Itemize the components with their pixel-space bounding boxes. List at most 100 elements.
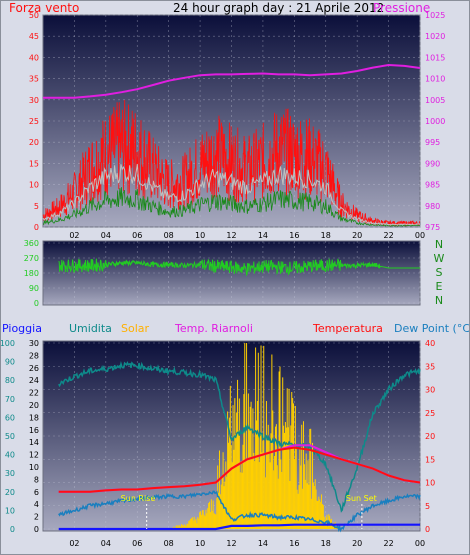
compass-label: N xyxy=(435,238,443,251)
temperature-tick-label: 15 xyxy=(425,455,435,464)
humidity-axis-title: Umidita xyxy=(69,322,112,335)
rain-tick-label: 26 xyxy=(29,364,39,373)
humidity-tick-label: 80 xyxy=(5,376,15,385)
x-tick-label: 04 xyxy=(101,231,111,240)
rain-tick-label: 0 xyxy=(34,525,39,534)
sun-rise-label: Sun Rise xyxy=(121,494,156,503)
pressure-tick-label: 1025 xyxy=(425,11,445,20)
pressure-tick-label: 980 xyxy=(425,202,440,211)
direction-tick-label: 360 xyxy=(24,239,39,248)
felt-temp-axis-title: Temp. Riarnoli xyxy=(174,322,253,335)
rain-tick-label: 28 xyxy=(29,351,39,360)
rain-axis-title: Pioggia xyxy=(2,322,42,335)
x-tick-label: 12 xyxy=(226,231,236,240)
compass-label: N xyxy=(435,294,443,307)
chart-title: 24 hour graph day : 21 Aprile 2012 xyxy=(173,1,384,15)
wind-tick-label: 10 xyxy=(29,181,39,190)
pressure-tick-label: 985 xyxy=(425,181,440,190)
temperature-tick-label: 30 xyxy=(425,386,435,395)
x-tick-label: 12 xyxy=(226,539,236,548)
dew-point-axis-title: Dew Point (°C) xyxy=(394,322,469,335)
x-tick-label: 10 xyxy=(195,231,205,240)
rain-series xyxy=(58,523,420,531)
humidity-series xyxy=(58,360,421,513)
x-tick-label: 02 xyxy=(69,231,79,240)
wind-direction-series xyxy=(58,257,420,277)
x-tick-label: 22 xyxy=(383,231,393,240)
compass-label: W xyxy=(434,252,445,265)
rain-tick-label: 2 xyxy=(34,513,39,522)
compass-label: S xyxy=(436,266,443,279)
direction-tick-label: 270 xyxy=(24,254,39,263)
wind-gust-series xyxy=(42,187,421,227)
rain-tick-label: 4 xyxy=(34,500,39,509)
dew-point-series xyxy=(58,490,421,533)
humidity-tick-label: 100 xyxy=(1,339,15,348)
x-tick-label: 18 xyxy=(321,231,331,240)
temperature-series xyxy=(58,446,421,493)
x-tick-label: 14 xyxy=(258,231,268,240)
x-tick-label: 08 xyxy=(164,231,174,240)
humidity-tick-label: 30 xyxy=(5,469,15,478)
x-tick-label: 16 xyxy=(289,539,299,548)
direction-tick-label: 180 xyxy=(24,269,39,278)
wind-tick-label: 25 xyxy=(29,117,39,126)
pressure-tick-label: 1010 xyxy=(425,75,445,84)
x-tick-label: 02 xyxy=(69,539,79,548)
humidity-tick-label: 60 xyxy=(5,413,15,422)
x-tick-label: 04 xyxy=(101,539,111,548)
wind-tick-label: 40 xyxy=(29,53,39,62)
wind-speed-series xyxy=(42,99,421,227)
pressure-axis-title: Pressione xyxy=(373,1,430,15)
x-tick-label: 14 xyxy=(258,539,268,548)
humidity-tick-label: 10 xyxy=(5,506,15,515)
rain-tick-label: 12 xyxy=(29,451,39,460)
rain-tick-label: 16 xyxy=(29,426,39,435)
pressure-tick-label: 990 xyxy=(425,159,440,168)
x-tick-label: 16 xyxy=(289,231,299,240)
rain-tick-label: 20 xyxy=(29,401,39,410)
x-tick-label: 08 xyxy=(164,539,174,548)
rain-tick-label: 30 xyxy=(29,339,39,348)
x-tick-label: 00 xyxy=(415,539,425,548)
pressure-tick-label: 1005 xyxy=(425,96,445,105)
rain-tick-label: 22 xyxy=(29,389,39,398)
humidity-tick-label: 90 xyxy=(5,358,15,367)
x-tick-label: 00 xyxy=(415,231,425,240)
wind-tick-label: 0 xyxy=(34,223,39,232)
compass-label: E xyxy=(436,280,443,293)
wind-tick-label: 45 xyxy=(29,32,39,41)
temperature-tick-label: 35 xyxy=(425,362,435,371)
temperature-tick-label: 10 xyxy=(425,479,435,488)
humidity-tick-label: 0 xyxy=(10,525,15,534)
x-tick-label: 22 xyxy=(383,539,393,548)
rain-tick-label: 10 xyxy=(29,463,39,472)
direction-tick-label: 90 xyxy=(29,284,39,293)
temperature-tick-label: 0 xyxy=(425,525,430,534)
pressure-tick-label: 1020 xyxy=(425,32,445,41)
x-tick-label: 10 xyxy=(195,539,205,548)
pressure-tick-label: 975 xyxy=(425,223,440,232)
temperature-tick-label: 5 xyxy=(425,502,430,511)
humidity-tick-label: 50 xyxy=(5,432,15,441)
temperature-tick-label: 20 xyxy=(425,432,435,441)
pressure-tick-label: 995 xyxy=(425,138,440,147)
wind-tick-label: 20 xyxy=(29,138,39,147)
wind-tick-label: 15 xyxy=(29,159,39,168)
temperature-tick-label: 25 xyxy=(425,409,435,418)
humidity-tick-label: 20 xyxy=(5,488,15,497)
x-tick-label: 18 xyxy=(321,539,331,548)
rain-tick-label: 18 xyxy=(29,413,39,422)
wind-axis-title: Forza vento xyxy=(9,1,79,15)
wind-tick-label: 5 xyxy=(34,202,39,211)
direction-tick-label: 0 xyxy=(34,299,39,308)
x-tick-label: 20 xyxy=(352,539,362,548)
wind-tick-label: 35 xyxy=(29,75,39,84)
humidity-tick-label: 70 xyxy=(5,395,15,404)
sun-set-label: Sun Set xyxy=(346,494,377,503)
rain-tick-label: 6 xyxy=(34,488,39,497)
temperature-axis-title: Temperatura xyxy=(312,322,383,335)
humidity-tick-label: 40 xyxy=(5,451,15,460)
temperature-tick-label: 40 xyxy=(425,339,435,348)
